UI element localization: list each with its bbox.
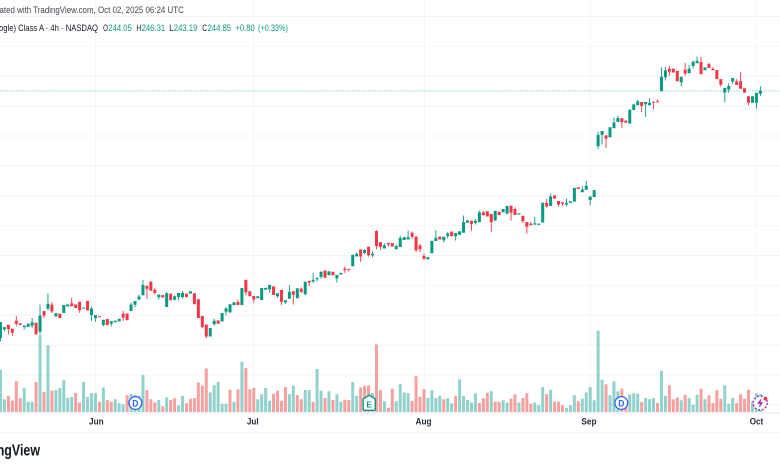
svg-text:L: L <box>169 23 173 33</box>
svg-text:E: E <box>366 400 372 409</box>
svg-text:ated with TradingView.com, Oct: ated with TradingView.com, Oct 02, 2025 … <box>0 5 184 15</box>
svg-text:D: D <box>618 398 624 408</box>
svg-text:Jun: Jun <box>89 417 104 427</box>
svg-text:O: O <box>103 23 108 33</box>
svg-text:+0.80: +0.80 <box>235 23 254 33</box>
svg-text:244.05: 244.05 <box>108 23 132 33</box>
svg-text:(+0.33%): (+0.33%) <box>258 23 288 33</box>
svg-text:Oct: Oct <box>750 417 763 427</box>
svg-text:H: H <box>136 23 141 33</box>
svg-text:244.85: 244.85 <box>208 23 232 33</box>
svg-text:Jul: Jul <box>247 417 259 427</box>
svg-text:243.19: 243.19 <box>174 23 198 33</box>
svg-text:Aug: Aug <box>416 417 432 427</box>
svg-text:246.31: 246.31 <box>142 23 166 33</box>
svg-text:Sep: Sep <box>581 417 597 427</box>
svg-text:D: D <box>132 398 138 408</box>
svg-text:C: C <box>202 23 207 33</box>
svg-text:ogle) Class A · 4h · NASDAQ: ogle) Class A · 4h · NASDAQ <box>0 23 98 33</box>
svg-text:TradingView: TradingView <box>0 443 40 460</box>
